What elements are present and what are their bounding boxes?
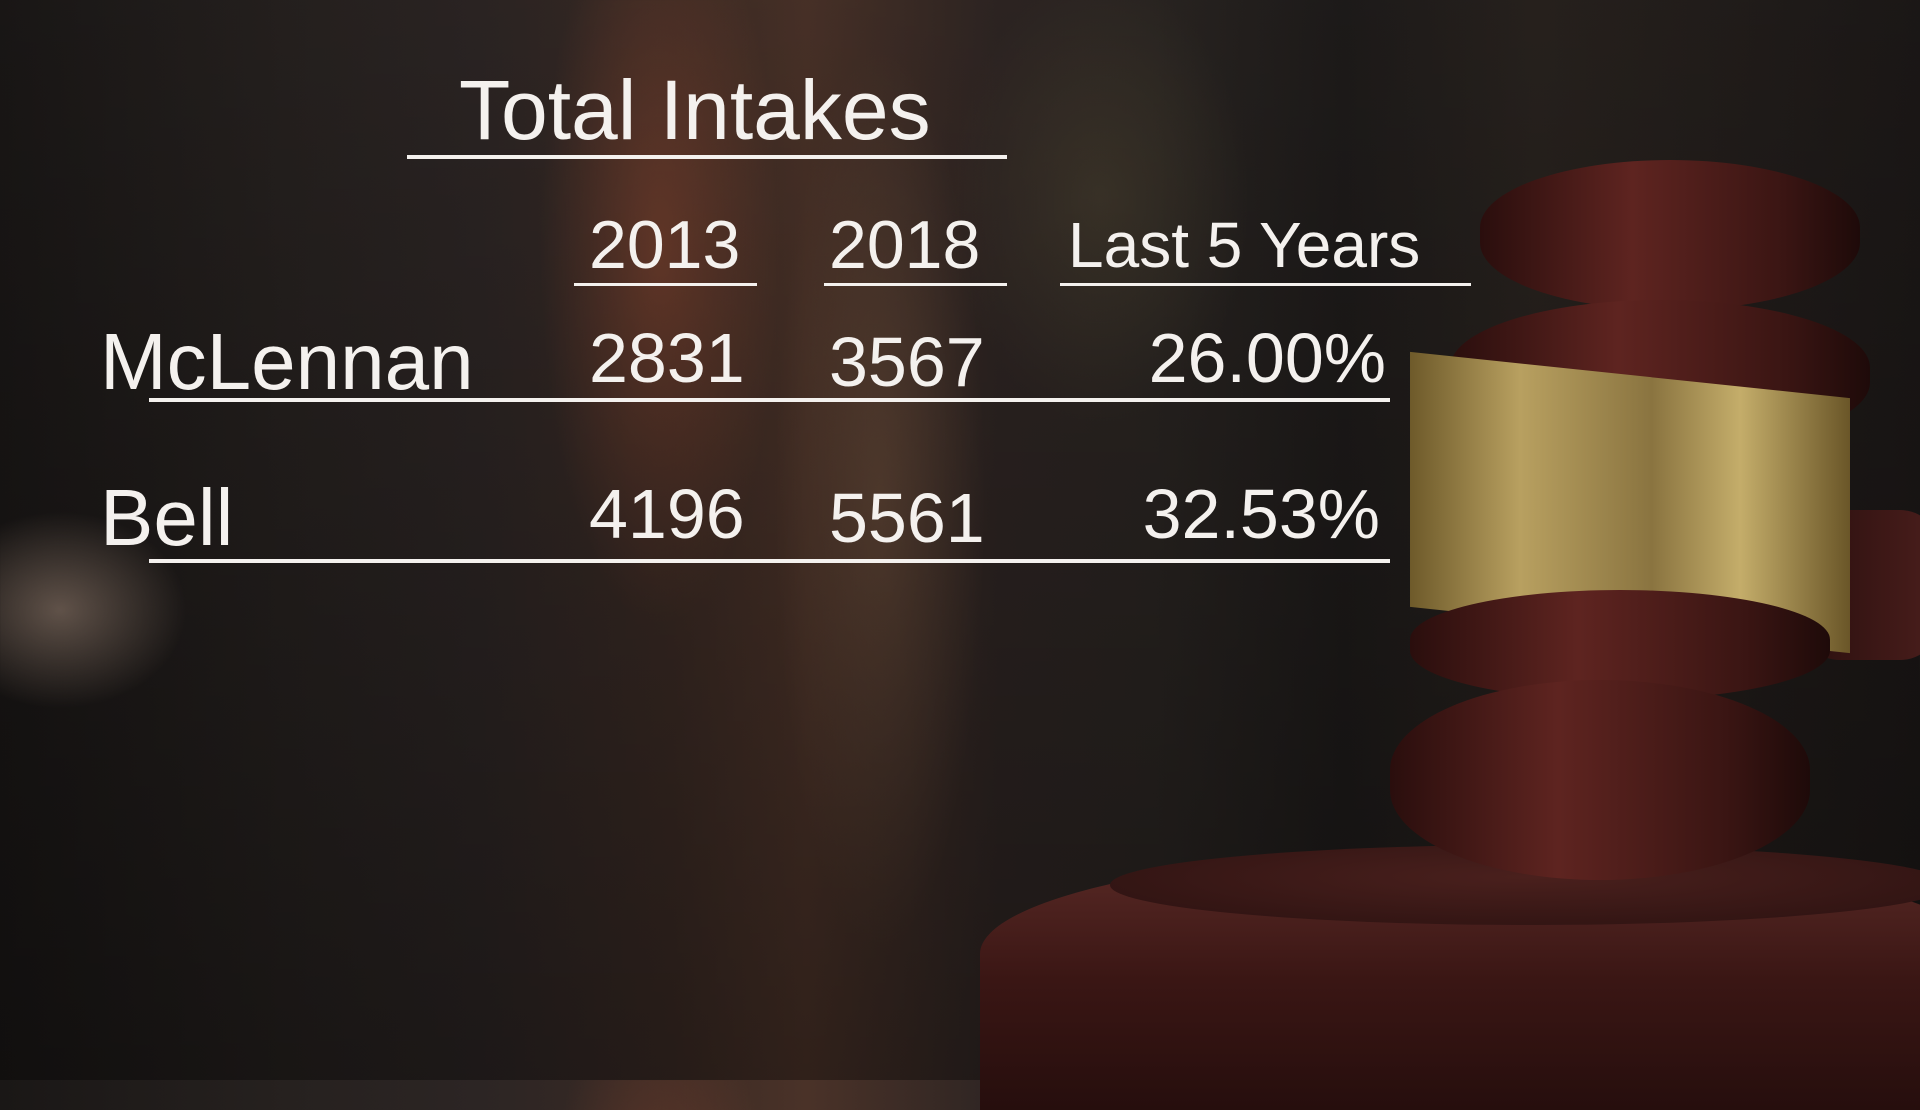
header-underline [574, 283, 757, 286]
cell-2013: 2831 [589, 319, 745, 397]
row-underline [149, 559, 1390, 563]
cell-change: 26.00% [1148, 319, 1386, 397]
gavel-ring [1480, 160, 1860, 310]
header-underline [1060, 283, 1471, 286]
table-title: Total Intakes [459, 63, 931, 157]
cell-2018: 5561 [829, 479, 985, 557]
cell-2018: 3567 [829, 323, 985, 401]
cell-2013: 4196 [589, 475, 745, 553]
row-label-mclennan: McLennan [100, 317, 474, 406]
column-header-2018: 2018 [829, 207, 981, 283]
column-header-last-5-years: Last 5 Years [1068, 209, 1421, 281]
cell-change: 32.53% [1142, 475, 1380, 553]
header-underline [824, 283, 1007, 286]
column-header-2013: 2013 [589, 207, 741, 283]
row-underline [149, 398, 1390, 402]
row-label-bell: Bell [100, 473, 234, 562]
title-underline [407, 155, 1007, 159]
gavel-ring [1390, 680, 1810, 880]
